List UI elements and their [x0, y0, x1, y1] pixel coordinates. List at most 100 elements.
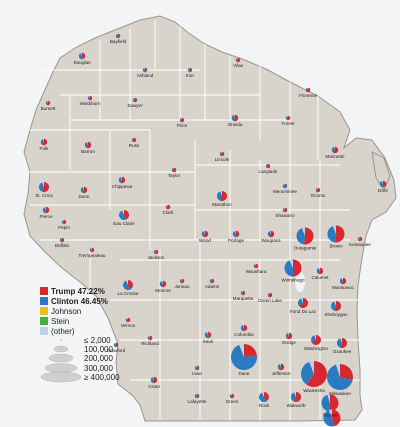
pie-slice-other	[117, 33, 118, 36]
pie-slice-trump	[358, 236, 363, 242]
county-pie-marquette	[240, 290, 246, 296]
county-pie-polk	[40, 138, 48, 146]
pie-slice-trump	[134, 97, 138, 103]
pie-slice-clinton	[229, 393, 233, 399]
size-label-100000: 100,000	[84, 345, 113, 354]
county-label-sawyer: Sawyer	[127, 103, 143, 108]
pie-slice-trump	[220, 191, 228, 201]
pie-slice-trump	[285, 183, 288, 186]
legend-entry-other: (other)	[40, 327, 75, 336]
pie-slice-other	[287, 332, 289, 336]
pie-slice-trump	[318, 267, 324, 275]
county-label-winnebago: Winnebago	[281, 278, 305, 283]
county-label-adams: Adams	[205, 284, 220, 289]
county-pie-trempealeau	[89, 247, 95, 253]
pie-slice-clinton	[87, 95, 90, 100]
county-pie-shawano	[282, 207, 288, 213]
pie-slice-clinton	[80, 187, 84, 194]
pie-slice-clinton	[59, 237, 62, 242]
pie-slice-other	[334, 301, 336, 306]
county-pie-outagamie	[296, 227, 314, 245]
pie-slice-other	[63, 219, 64, 222]
pie-slice-clinton	[84, 141, 88, 148]
pie-slice-other	[318, 267, 320, 271]
county-pie-calumet	[316, 267, 324, 275]
pie-slice-clinton	[165, 204, 168, 208]
county-pie-walworth	[290, 392, 301, 402]
pie-slice-other	[89, 95, 90, 98]
pie-slice-other	[328, 409, 332, 418]
county-label-rusk: Rusk	[129, 143, 140, 148]
county-pie-pierce	[42, 206, 50, 214]
pie-slice-other	[284, 207, 285, 210]
pie-slice-trump	[244, 344, 257, 357]
county-pie-lincoln	[219, 151, 225, 157]
pie-slice-other	[125, 280, 128, 285]
county-pie-clark	[165, 204, 171, 210]
size-marker-2000	[59, 339, 63, 341]
county-pie-fond-du-lac	[298, 298, 309, 309]
pie-slice-trump	[332, 409, 341, 427]
pie-slice-clinton	[296, 228, 305, 245]
county-label-washburn: Washburn	[80, 101, 101, 106]
pie-slice-clinton	[267, 230, 271, 237]
pie-slice-trump	[196, 393, 200, 399]
county-label-oconto: Oconto	[311, 193, 326, 198]
county-label-florence: Florence	[299, 93, 317, 98]
county-pie-door	[379, 180, 387, 188]
legend-label-trump: Trump 47.22%	[51, 287, 105, 296]
county-pie-price	[179, 117, 185, 123]
pie-slice-trump	[341, 277, 347, 285]
pie-slice-other	[196, 393, 197, 396]
pie-slice-other	[87, 141, 88, 145]
pie-slice-trump	[305, 87, 311, 93]
pie-slice-clinton	[301, 361, 314, 385]
legend-size-scale: ≤ 2,000 100,000 200,000 300,000 ≥ 400,00…	[40, 336, 120, 383]
pie-slice-clinton	[339, 278, 343, 284]
pie-slice-trump	[236, 230, 240, 237]
size-label-400000: ≥ 400,000	[84, 373, 120, 382]
pie-slice-trump	[293, 259, 302, 277]
pie-slice-other	[309, 361, 314, 374]
pie-slice-trump	[197, 365, 200, 371]
pie-slice-other	[314, 335, 316, 340]
pie-slice-clinton	[171, 167, 174, 171]
pie-slice-trump	[62, 219, 67, 225]
pie-slice-clinton	[231, 344, 257, 371]
size-marker-400000	[40, 371, 82, 383]
county-label-menominee: Menominee	[273, 189, 297, 194]
county-label-fond-du-lac: Fond Du Lac	[290, 309, 317, 314]
county-pie-rock	[259, 392, 270, 402]
pie-slice-clinton	[40, 138, 44, 145]
pie-slice-other	[206, 331, 208, 335]
pie-slice-clinton	[132, 97, 135, 102]
county-pie-juneau	[179, 278, 185, 284]
pie-slice-clinton	[42, 207, 46, 214]
pie-slice-other	[287, 115, 288, 118]
pie-slice-clinton	[253, 263, 256, 268]
pie-slice-clinton	[282, 207, 285, 212]
pie-slice-trump	[145, 67, 148, 72]
county-label-langlade: Langlade	[259, 169, 278, 174]
pie-slice-trump	[236, 57, 241, 63]
pie-slice-clinton	[232, 231, 238, 238]
pie-slice-trump	[330, 394, 339, 412]
pie-slice-trump	[332, 146, 339, 154]
pie-slice-clinton	[327, 364, 353, 391]
county-pie-marathon	[217, 191, 228, 201]
pie-slice-trump	[293, 392, 301, 402]
county-label-juneau: Juneau	[174, 284, 190, 289]
pie-slice-other	[317, 187, 318, 190]
size-label-2000: ≤ 2,000	[84, 336, 111, 345]
county-label-marquette: Marquette	[233, 296, 254, 301]
county-label-dodge: Dodge	[282, 340, 296, 345]
county-pie-ozaukee	[336, 338, 348, 349]
pie-slice-other	[242, 324, 244, 328]
pie-slice-clinton	[311, 335, 316, 343]
pie-slice-clinton	[78, 53, 84, 60]
county-label-burnett: Burnett	[41, 106, 57, 111]
pie-slice-clinton	[267, 292, 270, 297]
pie-slice-other	[327, 394, 330, 403]
pie-slice-clinton	[240, 290, 243, 295]
